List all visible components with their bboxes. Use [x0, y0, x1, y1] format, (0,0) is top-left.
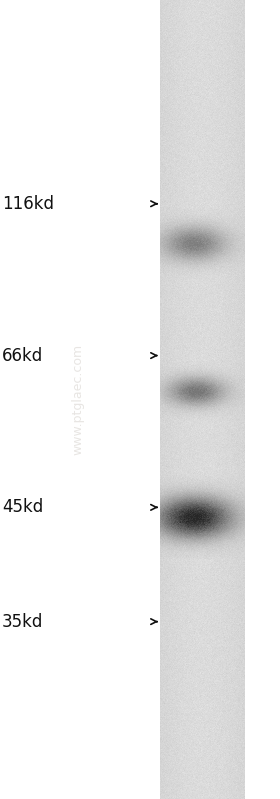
Text: www.ptglaec.com: www.ptglaec.com — [72, 344, 85, 455]
Text: 116kd: 116kd — [2, 195, 54, 213]
Text: 35kd: 35kd — [2, 613, 43, 630]
Text: 66kd: 66kd — [2, 347, 43, 364]
Text: 45kd: 45kd — [2, 499, 43, 516]
